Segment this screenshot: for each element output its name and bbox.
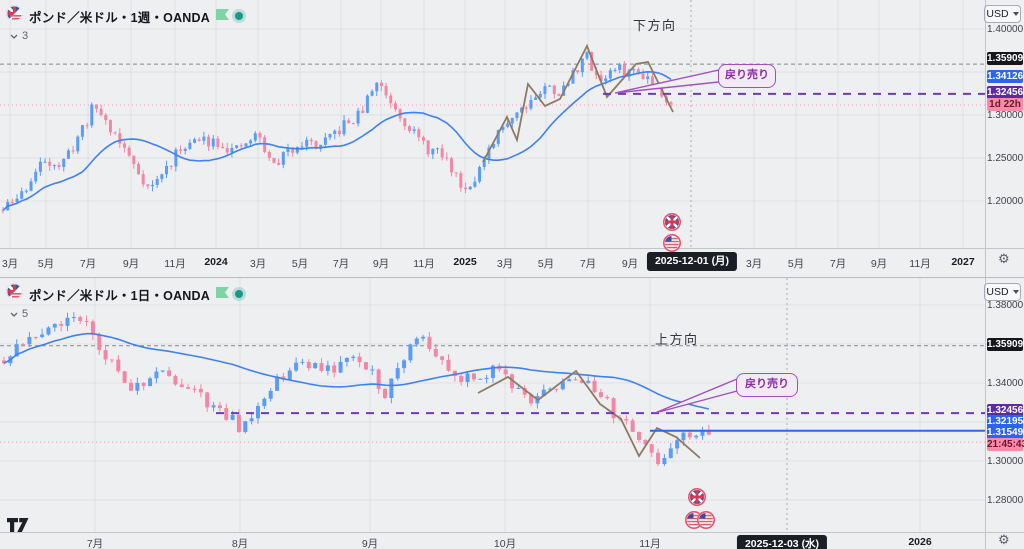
price-scale[interactable]: USD ⚙ 1.40000 1.35909 1.34126 1.32456 1d 22h… [984,0,1024,277]
currency-label: USD [986,8,1009,20]
time-tick-label: 9月 [361,538,379,549]
time-tick-label: 7月 [579,258,597,270]
zigzag-line[interactable] [482,43,674,163]
time-tick-label: 8月 [231,538,249,549]
time-tick-label: 5月 [37,258,55,270]
time-tick-label: 7月 [79,258,97,270]
gridlines [0,278,985,532]
time-tick-label: 3月 [496,258,514,270]
price-tick-label: 1.30000 [987,455,1024,467]
market-status-dot [234,12,243,20]
time-axis[interactable]: 2025-12-01 (月) 3月 5月 7月 9月 11月 2024 3月 5月 7月 9月 11… [0,248,1024,277]
currency-dropdown[interactable]: USD [984,5,1021,23]
economic-event-flag-us[interactable] [696,511,715,530]
candles [2,312,711,466]
indicator-count: 5 [22,308,29,320]
daily-chart-canvas[interactable] [0,278,985,532]
time-tick-label: 9月 [870,258,888,270]
price-level-label: 21:45:43 [987,437,1024,451]
tradingview-logo[interactable] [6,516,30,539]
time-tick-label: 7月 [86,538,104,549]
price-level-label: 1.35909 [987,337,1024,351]
sell-callout[interactable]: 戻り売り [736,373,798,397]
economic-event-flag-gb[interactable] [687,488,706,507]
time-tick-label: 3月 [1,258,19,270]
chart-legend-weekly[interactable]: ポンド／米ドル・1週・OANDA [6,5,243,27]
time-tick-label: 11月 [639,538,661,549]
indicator-count: 3 [22,30,29,42]
chevron-down-icon [1012,290,1019,294]
price-level-label: 1.32456 [987,403,1024,417]
direction-note: 上方向 [655,332,699,347]
direction-note: 下方向 [633,18,677,33]
sell-callout[interactable]: 戻り売り [718,64,776,88]
time-tick-label: 5月 [787,258,805,270]
price-tick-label: 1.28000 [987,494,1024,506]
time-axis[interactable]: 2025-12-03 (水) 7月 8月 9月 10月 11月 2026 [0,532,1024,549]
time-tick-label: 2025 [453,256,477,268]
chart-legend-daily[interactable]: ポンド／米ドル・1日・OANDA [6,283,243,305]
time-tick-label: 2026 [908,536,932,548]
bookmark-flag-icon[interactable] [215,285,229,303]
time-tick-label: 5月 [291,258,309,270]
current-date-label: 2025-12-01 (月) [646,252,738,271]
ma-line[interactable] [3,332,709,410]
current-date-label: 2025-12-03 (水) [736,535,828,549]
time-tick-label: 3月 [249,258,267,270]
time-tick-label: 10月 [493,538,517,549]
indicators-toggle[interactable]: 3 [10,30,28,42]
symbol-title[interactable]: ポンド／米ドル・1週・OANDA [29,10,210,25]
time-tick-label: 9月 [621,258,639,270]
price-tick-label: 1.20000 [987,195,1024,207]
weekly-chart-canvas[interactable] [0,0,985,253]
time-tick-label: 9月 [122,258,140,270]
time-tick-label: 9月 [372,258,390,270]
price-tick-label: 1.40000 [987,23,1024,35]
time-tick-label: 11月 [909,258,931,270]
callout-tail [654,377,738,414]
time-tick-label: 3月 [745,258,763,270]
zigzag-line[interactable] [477,369,701,459]
time-tick-label: 2027 [951,256,975,268]
price-tick-label: 1.34000 [987,377,1024,389]
axis-settings-gear-icon[interactable]: ⚙ [998,533,1010,548]
currency-dropdown[interactable]: USD [984,283,1021,301]
price-tick-label: 1.30000 [987,109,1024,121]
price-level-label: 1.35909 [987,51,1024,65]
price-level-label: 1.32195 [987,414,1024,428]
price-tick-label: 1.38000 [987,299,1024,311]
symbol-title[interactable]: ポンド／米ドル・1日・OANDA [29,288,210,303]
time-tick-label: 11月 [413,258,435,270]
time-tick-label: 2024 [204,256,228,268]
chevron-down-icon [1012,12,1019,16]
time-tick-label: 7月 [829,258,847,270]
time-tick-label: 5月 [537,258,555,270]
market-status-dot [234,290,243,298]
indicators-toggle[interactable]: 5 [10,308,28,320]
gbpusd-pair-icon [6,5,23,27]
time-tick-label: 7月 [332,258,350,270]
price-tick-label: 1.25000 [987,152,1024,164]
price-level-label: 1.31549 [987,425,1024,439]
price-level-label: 1d 22h [987,97,1023,111]
economic-event-flag-us[interactable] [662,234,681,253]
gridlines [0,0,985,248]
axis-settings-gear-icon[interactable]: ⚙ [998,252,1010,267]
gbpusd-pair-icon [6,283,23,305]
price-level-label: 1.34126 [987,69,1024,83]
chart-panel-weekly: ポンド／米ドル・1週・OANDA 3 下方向 戻り売り USD ⚙ 1.4000… [0,0,1024,278]
ma-line[interactable] [2,70,672,211]
chart-panel-daily: ポンド／米ドル・1日・OANDA 5 上方向 戻り売り USD ⚙ 1.3800… [0,278,1024,549]
price-scale[interactable]: USD ⚙ 1.38000 1.35909 1.34000 1.32456 1.3219… [984,278,1024,549]
chevron-down-icon [10,312,18,317]
economic-event-flag-gb[interactable] [662,213,681,232]
callout-tail [614,69,720,94]
bookmark-flag-icon[interactable] [215,7,229,25]
chevron-down-icon [10,34,18,39]
time-tick-label: 11月 [164,258,186,270]
price-level-label: 1.32456 [987,85,1024,99]
currency-label: USD [986,286,1009,298]
candles [1,50,673,214]
